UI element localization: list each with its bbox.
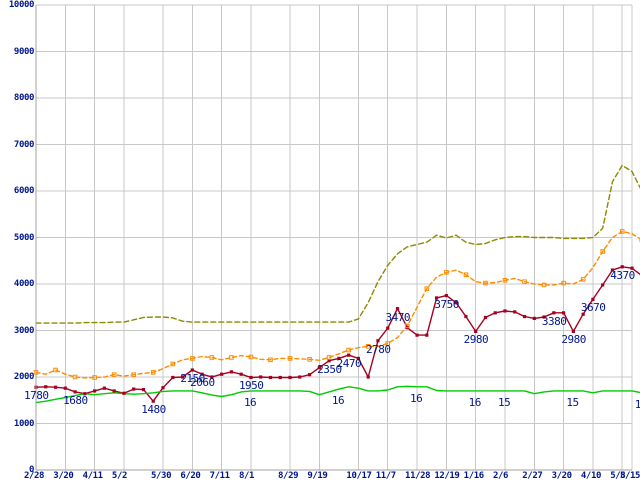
data-marker-primary bbox=[288, 376, 291, 379]
data-marker-primary bbox=[562, 311, 565, 314]
data-marker-primary bbox=[132, 387, 135, 390]
y-axis-tick-label: 4000 bbox=[14, 280, 34, 289]
y-axis-tick-label: 7000 bbox=[14, 141, 34, 150]
data-marker-primary bbox=[367, 375, 370, 378]
quaternary-series-value-label: 15 bbox=[635, 399, 640, 410]
data-marker-primary bbox=[44, 385, 47, 388]
y-axis-tick-label: 8000 bbox=[14, 94, 34, 103]
primary-series-value-label: 3380 bbox=[542, 316, 567, 327]
data-marker-primary bbox=[308, 373, 311, 376]
data-marker-primary bbox=[298, 375, 301, 378]
data-marker-primary bbox=[279, 376, 282, 379]
data-marker-primary bbox=[54, 386, 57, 389]
primary-series-value-label: 3470 bbox=[386, 312, 411, 323]
quaternary-series-value-label: 16 bbox=[410, 393, 422, 404]
quaternary-series-value-label: 16 bbox=[332, 395, 344, 406]
quaternary-series-value-label: 16 bbox=[244, 397, 256, 408]
primary-series-value-label: 2780 bbox=[366, 344, 391, 355]
quaternary-series-value-label: 15 bbox=[498, 397, 510, 408]
primary-series-value-label: 2060 bbox=[190, 377, 215, 388]
primary-series-value-label: 1480 bbox=[141, 404, 166, 415]
data-marker-primary bbox=[552, 311, 555, 314]
data-marker-primary bbox=[503, 309, 506, 312]
data-marker-primary bbox=[484, 316, 487, 319]
data-marker-primary bbox=[64, 387, 67, 390]
primary-series-value-label: 2980 bbox=[464, 334, 489, 345]
primary-series-value-label: 1780 bbox=[24, 390, 49, 401]
data-marker-primary bbox=[396, 307, 399, 310]
data-marker-primary bbox=[445, 294, 448, 297]
data-marker-primary bbox=[122, 392, 125, 395]
data-marker-primary bbox=[513, 310, 516, 313]
data-marker-primary bbox=[376, 339, 379, 342]
data-marker-primary bbox=[259, 375, 262, 378]
y-axis-tick-label: 6000 bbox=[14, 187, 34, 196]
data-marker-primary bbox=[220, 373, 223, 376]
data-marker-primary bbox=[601, 283, 604, 286]
y-axis-tick-label: 2000 bbox=[14, 373, 34, 382]
data-marker-primary bbox=[386, 327, 389, 330]
data-marker-primary bbox=[425, 334, 428, 337]
y-axis-tick-label: 10000 bbox=[9, 1, 34, 10]
y-axis-tick-label: 5000 bbox=[14, 234, 34, 243]
data-marker-primary bbox=[621, 265, 624, 268]
quaternary-series-value-label: 16 bbox=[469, 397, 481, 408]
data-marker-primary bbox=[533, 317, 536, 320]
data-marker-primary bbox=[103, 387, 106, 390]
data-marker-primary bbox=[93, 389, 96, 392]
data-marker-primary bbox=[523, 315, 526, 318]
data-marker-primary bbox=[230, 370, 233, 373]
primary-series-value-label: 1680 bbox=[63, 395, 88, 406]
data-marker-primary bbox=[464, 315, 467, 318]
quaternary-series-value-label: 15 bbox=[566, 397, 578, 408]
data-marker-primary bbox=[161, 386, 164, 389]
data-marker-primary bbox=[240, 373, 243, 376]
y-axis-tick-label: 9000 bbox=[14, 48, 34, 57]
data-marker-primary bbox=[415, 334, 418, 337]
primary-series-value-label: 2470 bbox=[337, 358, 362, 369]
primary-series-value-label: 3670 bbox=[581, 302, 606, 313]
data-marker-primary bbox=[171, 376, 174, 379]
data-marker-primary bbox=[73, 390, 76, 393]
data-marker-primary bbox=[142, 388, 145, 391]
primary-series-value-label: 1950 bbox=[239, 380, 264, 391]
data-marker-primary bbox=[269, 376, 272, 379]
data-marker-primary bbox=[494, 311, 497, 314]
primary-series-value-label: 4370 bbox=[610, 270, 635, 281]
primary-series-value-label: 3750 bbox=[434, 299, 459, 310]
y-axis-tick-label: 3000 bbox=[14, 327, 34, 336]
y-axis-tick-label: 1000 bbox=[14, 420, 34, 429]
data-marker-primary bbox=[113, 389, 116, 392]
primary-series-value-label: 2980 bbox=[561, 334, 586, 345]
